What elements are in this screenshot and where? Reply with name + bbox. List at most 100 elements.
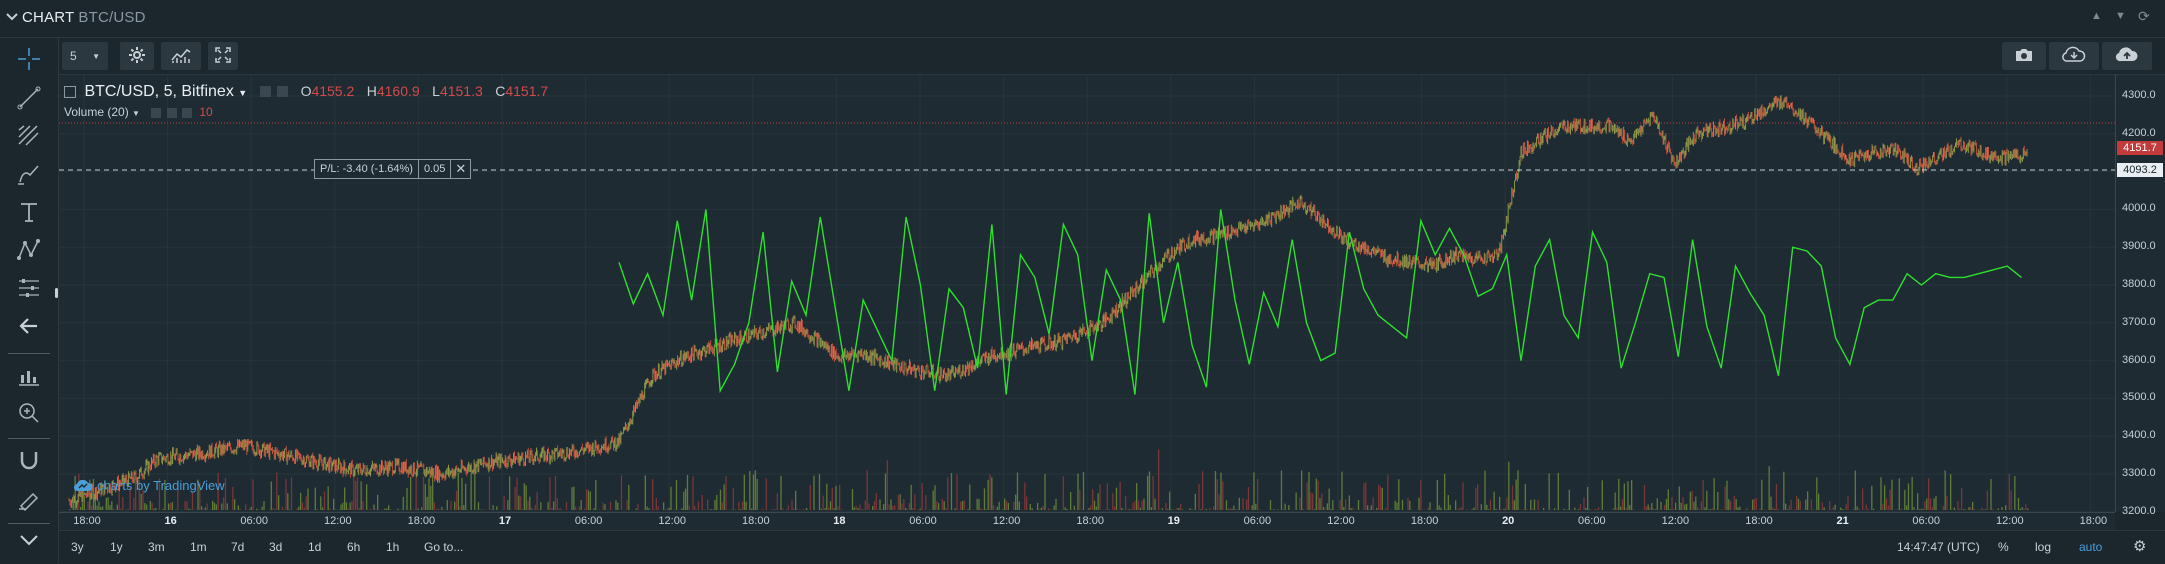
settings-button[interactable] xyxy=(120,42,154,70)
volume-label[interactable]: Volume (20) xyxy=(64,105,129,119)
clock-time[interactable]: 14:47:47 (UTC) xyxy=(1897,540,1980,554)
pattern-icon[interactable] xyxy=(12,235,46,265)
zoom-in-icon[interactable] xyxy=(12,398,46,428)
volume-bar xyxy=(1158,450,1159,510)
volume-bar xyxy=(1631,480,1632,510)
volume-bar xyxy=(1846,504,1847,510)
brush-icon[interactable] xyxy=(12,159,46,189)
price-chart[interactable] xyxy=(59,75,2115,512)
volume-bar xyxy=(1153,476,1154,510)
range-button-3y[interactable]: 3y xyxy=(71,540,84,554)
tradingview-watermark[interactable]: charts by TradingView xyxy=(73,478,225,493)
range-button-3d[interactable]: 3d xyxy=(269,540,282,554)
volume-bar xyxy=(722,502,723,510)
volume-bar xyxy=(733,488,734,510)
range-button-6h[interactable]: 6h xyxy=(347,540,360,554)
load-layout-button[interactable] xyxy=(2049,42,2099,70)
time-axis-label: 17 xyxy=(499,515,511,527)
legend-symbol[interactable]: BTC/USD, 5, Bitfinex xyxy=(84,83,233,100)
series-settings-icon[interactable] xyxy=(277,86,288,97)
refresh-icon[interactable]: ⟳ xyxy=(2138,8,2150,25)
volume-bar xyxy=(1615,492,1616,510)
price-axis-label: 3900.0 xyxy=(2122,240,2156,252)
volume-bar xyxy=(1512,486,1513,510)
prediction-tool-icon[interactable] xyxy=(12,273,46,303)
percent-toggle[interactable]: % xyxy=(1998,540,2009,554)
interval-select[interactable]: 5 ▼ xyxy=(62,42,108,70)
gear-icon[interactable]: ⚙ xyxy=(2133,537,2146,555)
save-layout-button[interactable] xyxy=(2102,42,2152,70)
volume-bar xyxy=(348,508,349,510)
volume-bar xyxy=(1554,508,1555,510)
volume-bar xyxy=(1455,500,1456,510)
indicators-button[interactable] xyxy=(161,42,201,70)
volume-bar xyxy=(1543,508,1544,510)
collapse-legend-icon[interactable] xyxy=(64,86,76,98)
volume-bar xyxy=(447,500,448,510)
fullscreen-button[interactable] xyxy=(208,42,238,70)
volume-bar xyxy=(1288,505,1289,510)
collapse-chevron-icon[interactable] xyxy=(6,10,18,26)
magnet-icon[interactable] xyxy=(12,446,46,476)
price-series xyxy=(69,95,2027,508)
range-button-1m[interactable]: 1m xyxy=(190,540,207,554)
auto-scale-toggle[interactable]: auto xyxy=(2079,540,2102,554)
chevron-down-icon[interactable]: ▼ xyxy=(132,109,140,118)
volume-bar xyxy=(507,500,508,510)
volume-bar xyxy=(1396,502,1397,510)
text-tool-icon[interactable] xyxy=(12,197,46,227)
volume-bar xyxy=(1120,482,1121,510)
snapshot-button[interactable] xyxy=(2002,42,2046,70)
position-label[interactable]: P/L: -3.40 (-1.64%) 0.05 ✕ xyxy=(314,159,471,179)
volume-bar xyxy=(423,477,424,510)
volume-bar xyxy=(2025,504,2026,510)
chevron-down-icon[interactable]: ▼ xyxy=(238,88,247,98)
toolbar-collapse-handle[interactable] xyxy=(55,288,58,298)
volume-bar xyxy=(986,509,987,510)
volume-bar xyxy=(97,506,98,510)
volume-bar xyxy=(256,509,257,510)
volume-bar xyxy=(1692,491,1693,510)
volume-bar xyxy=(155,508,156,510)
volume-bar xyxy=(1734,496,1735,510)
cloud-upload-icon xyxy=(2114,46,2140,67)
crosshair-icon[interactable] xyxy=(12,44,46,74)
range-button-1d[interactable]: 1d xyxy=(308,540,321,554)
remove-volume-icon[interactable] xyxy=(182,108,192,118)
log-toggle[interactable]: log xyxy=(2035,540,2051,554)
volume-bar xyxy=(1835,505,1836,510)
volume-bar xyxy=(1924,501,1925,510)
volume-value: 10 xyxy=(199,105,212,119)
volume-bar xyxy=(1789,506,1790,510)
range-button-7d[interactable]: 7d xyxy=(231,540,244,554)
volume-bar xyxy=(146,505,147,510)
hide-volume-icon[interactable] xyxy=(151,108,161,118)
close-position-icon[interactable]: ✕ xyxy=(451,160,470,178)
high-value: 4160.9 xyxy=(377,83,420,99)
chart-toolbar: 5 ▼ xyxy=(59,38,2165,75)
time-axis-label: 18:00 xyxy=(2080,515,2108,527)
symbol-legend: BTC/USD, 5, Bitfinex ▼ O4155.2 H4160.9 L… xyxy=(64,83,548,101)
volume-bar xyxy=(757,479,758,510)
move-up-icon[interactable]: ▲ xyxy=(2091,10,2102,22)
range-button-goto[interactable]: Go to... xyxy=(424,540,463,554)
trend-line-icon[interactable] xyxy=(12,83,46,113)
range-button-3m[interactable]: 3m xyxy=(148,540,165,554)
fib-retracement-icon[interactable] xyxy=(12,121,46,151)
volume-bar xyxy=(579,506,580,510)
measure-icon[interactable] xyxy=(12,361,46,391)
arrow-left-icon[interactable] xyxy=(12,311,46,341)
volume-bar xyxy=(1373,498,1374,510)
move-down-icon[interactable]: ▼ xyxy=(2115,10,2126,22)
volume-settings-icon[interactable] xyxy=(167,108,177,118)
open-label: O xyxy=(301,83,312,99)
price-axis[interactable]: 4300.04200.04100.04000.03900.03800.03700… xyxy=(2115,75,2165,512)
chart-pane[interactable]: BTC/USD, 5, Bitfinex ▼ O4155.2 H4160.9 L… xyxy=(59,75,2115,512)
chevron-down-icon[interactable] xyxy=(12,525,46,555)
hide-series-icon[interactable] xyxy=(260,86,271,97)
range-button-1y[interactable]: 1y xyxy=(110,540,123,554)
range-button-1h[interactable]: 1h xyxy=(386,540,399,554)
volume-bar xyxy=(1107,483,1108,510)
lock-drawing-icon[interactable] xyxy=(12,484,46,514)
